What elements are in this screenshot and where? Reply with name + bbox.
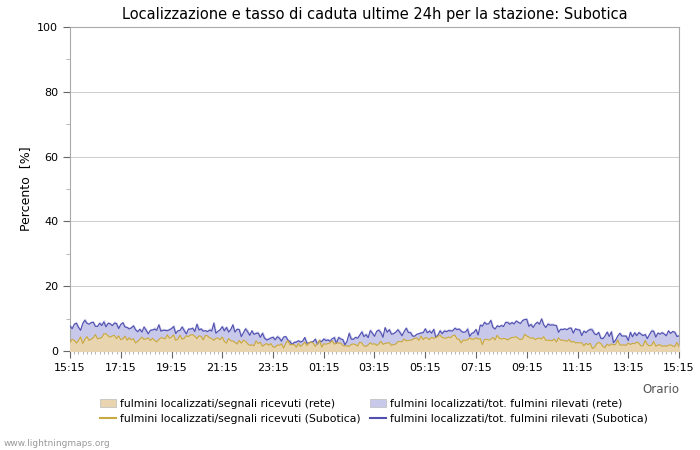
Y-axis label: Percento  [%]: Percento [%] bbox=[19, 147, 32, 231]
Title: Localizzazione e tasso di caduta ultime 24h per la stazione: Subotica: Localizzazione e tasso di caduta ultime … bbox=[122, 7, 627, 22]
Legend: fulmini localizzati/segnali ricevuti (rete), fulmini localizzati/segnali ricevut: fulmini localizzati/segnali ricevuti (re… bbox=[100, 399, 648, 424]
Text: www.lightningmaps.org: www.lightningmaps.org bbox=[4, 439, 111, 448]
Text: Orario: Orario bbox=[642, 383, 679, 396]
